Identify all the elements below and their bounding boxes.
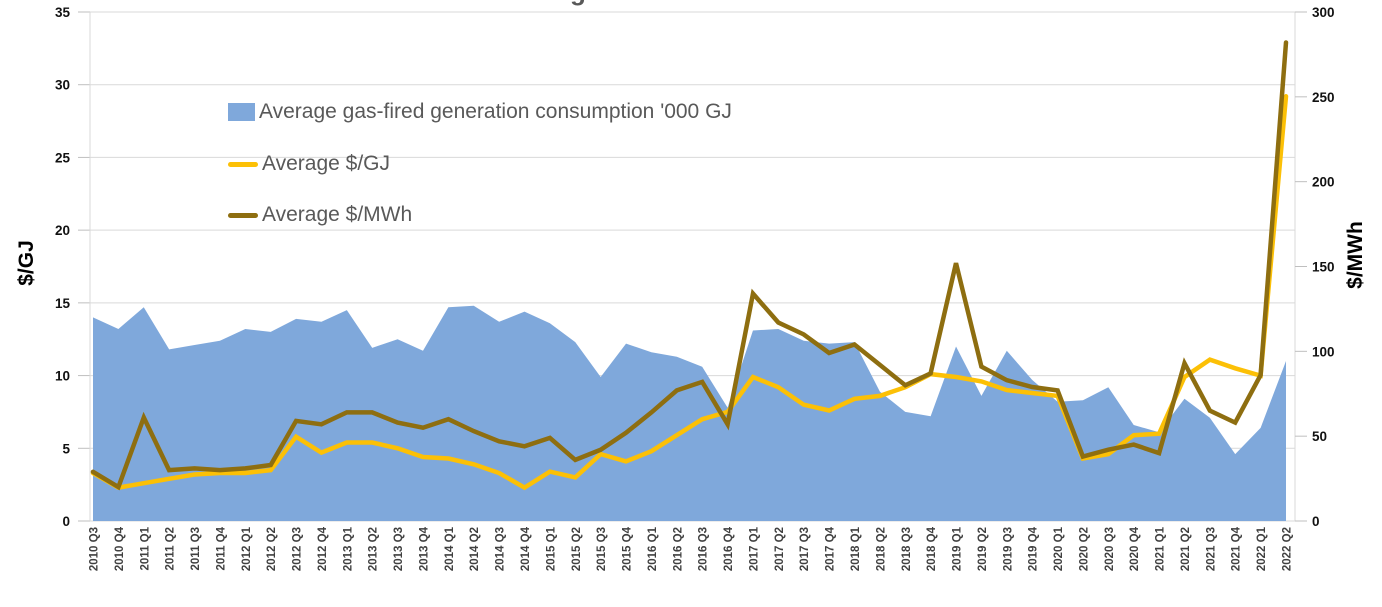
x-axis-tick-label: 2016 Q3 <box>698 527 710 571</box>
x-axis-tick-label: 2017 Q3 <box>799 527 811 571</box>
left-axis-tick-label: 30 <box>55 78 70 93</box>
right-axis-tick-label: 200 <box>1312 175 1335 190</box>
x-axis-tick-label: 2021 Q1 <box>1155 526 1167 571</box>
right-axis-title: $/MWh <box>1344 221 1367 289</box>
right-axis-tick-label: 50 <box>1312 429 1327 444</box>
x-axis-tick-label: 2011 Q4 <box>215 526 227 570</box>
area-series-consumption <box>93 305 1286 521</box>
x-axis-tick-label: 2012 Q1 <box>241 526 253 571</box>
x-axis-tick-label: 2011 Q3 <box>190 527 202 570</box>
x-axis-tick-label: 2015 Q3 <box>596 527 608 571</box>
legend-item-dollar-per-gj: Average $/GJ <box>228 152 390 176</box>
line-series-dollar-per-mwh <box>90 40 1289 491</box>
x-axis-tick-label: 2012 Q2 <box>266 527 278 571</box>
x-axis-tick-label: 2020 Q4 <box>1129 526 1141 571</box>
x-axis-tick-label: 2019 Q2 <box>977 527 989 571</box>
left-axis-title: $/GJ <box>15 240 38 286</box>
x-axis-tick-label: 2013 Q1 <box>342 526 354 571</box>
x-axis-tick-label: 2015 Q4 <box>622 526 634 571</box>
legend-label-consumption: Average gas-fired generation consumption… <box>259 100 732 123</box>
x-axis-tick-label: 2019 Q4 <box>1028 526 1040 571</box>
x-axis-tick-label: 2011 Q1 <box>139 526 151 570</box>
x-axis-tick-label: 2018 Q1 <box>850 526 862 571</box>
truncated-title-glyph: g <box>570 0 586 7</box>
left-axis-tick-label: 15 <box>55 296 71 311</box>
x-axis-tick-label: 2022 Q2 <box>1282 527 1294 571</box>
x-axis-tick-label: 2013 Q3 <box>393 527 405 571</box>
legend-swatch-line-icon <box>228 212 258 218</box>
legend-swatch-line-icon <box>228 161 258 167</box>
x-axis-tick-label: 2020 Q2 <box>1078 527 1090 571</box>
right-axis-tick-label: 0 <box>1312 514 1320 529</box>
x-axis-tick-label: 2017 Q4 <box>825 526 837 571</box>
x-axis-tick-label: 2019 Q3 <box>1002 527 1014 571</box>
x-axis-tick-label: 2015 Q2 <box>571 527 583 571</box>
x-axis-tick-label: 2021 Q2 <box>1180 527 1192 571</box>
x-axis-tick-label: 2016 Q1 <box>647 526 659 571</box>
left-axis-tick-label: 0 <box>62 514 70 529</box>
left-axis-tick-label: 35 <box>55 5 71 20</box>
x-axis-tick-label: 2010 Q3 <box>89 527 101 571</box>
x-axis-tick-label: 2012 Q3 <box>292 527 304 571</box>
legend-swatch-area-icon <box>228 103 255 121</box>
x-axis-tick-label: 2016 Q2 <box>672 527 684 571</box>
x-axis-tick-label: 2016 Q4 <box>723 526 735 571</box>
right-axis-tick-label: 250 <box>1312 90 1335 105</box>
right-axis-tick-label: 150 <box>1312 260 1335 275</box>
x-axis-tick-label: 2013 Q4 <box>418 526 430 571</box>
x-axis-tick-label: 2020 Q1 <box>1053 526 1065 571</box>
x-axis-tick-label: 2018 Q3 <box>901 527 913 571</box>
left-axis-tick-label: 10 <box>55 369 70 384</box>
left-axis-tick-label: 25 <box>55 150 71 165</box>
x-axis-tick-label: 2022 Q1 <box>1256 526 1268 571</box>
x-axis-tick-label: 2021 Q3 <box>1205 527 1217 571</box>
x-axis-tick-label: 2011 Q2 <box>165 527 177 570</box>
legend-label-dollar-per-mwh: Average $/MWh <box>262 203 413 226</box>
x-axis-tick-label: 2018 Q4 <box>926 526 938 571</box>
x-axis-tick-label: 2010 Q4 <box>114 526 126 571</box>
left-axis-tick-label: 20 <box>55 223 70 238</box>
x-axis-tick-label: 2013 Q2 <box>368 527 380 571</box>
line-series-dollar-per-gj <box>90 94 1289 491</box>
x-axis-tick-label: 2014 Q1 <box>444 526 456 571</box>
x-axis-tick-label: 2017 Q1 <box>748 526 760 571</box>
truncated-chart-title-fragment: g <box>568 0 594 9</box>
x-axis-tick-label: 2017 Q2 <box>774 527 786 571</box>
right-axis-tick-label: 100 <box>1312 344 1335 359</box>
x-axis-tick-label: 2015 Q1 <box>545 526 557 571</box>
left-axis-tick-label: 5 <box>62 441 70 456</box>
x-axis-tick-label: 2021 Q4 <box>1231 526 1243 571</box>
x-axis-tick-label: 2018 Q2 <box>875 527 887 571</box>
legend-item-dollar-per-mwh: Average $/MWh <box>228 203 412 227</box>
right-axis-tick-label: 300 <box>1312 5 1335 20</box>
x-axis-tick-label: 2014 Q2 <box>469 527 481 571</box>
x-axis-tick-label: 2014 Q4 <box>520 526 532 571</box>
x-axis-tick-label: 2019 Q1 <box>952 526 964 571</box>
legend-label-dollar-per-gj: Average $/GJ <box>262 152 391 175</box>
x-axis-tick-label: 2020 Q3 <box>1104 527 1116 571</box>
x-axis-tick-label: 2012 Q4 <box>317 526 329 571</box>
x-axis-tick-label: 2014 Q3 <box>495 527 507 571</box>
legend-item-consumption: Average gas-fired generation consumption… <box>228 100 732 124</box>
